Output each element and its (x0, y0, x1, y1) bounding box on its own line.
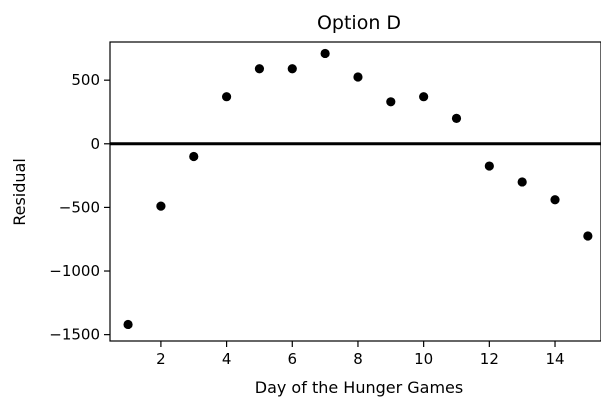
y-tick-label: −1500 (49, 326, 100, 344)
data-point (123, 319, 133, 330)
y-tick-label: −500 (59, 198, 100, 216)
y-tick-label: 0 (90, 135, 100, 153)
chart-title: Option D (317, 12, 401, 34)
y-axis-ticks: 500 0 −500 −1000 −1500 (49, 71, 110, 344)
x-tick-label: 8 (353, 350, 363, 368)
x-tick-label: 14 (545, 350, 564, 368)
data-point (550, 195, 560, 205)
data-point (353, 72, 363, 82)
x-axis-ticks: 2 4 6 8 10 12 14 (156, 341, 565, 368)
x-tick-label: 2 (156, 350, 166, 368)
x-tick-label: 12 (480, 350, 499, 368)
x-tick-label: 4 (222, 350, 232, 368)
data-point (419, 92, 429, 102)
data-point (484, 161, 494, 171)
data-point (254, 64, 265, 74)
y-tick-label: 500 (71, 71, 100, 89)
data-point (451, 113, 462, 123)
data-point (320, 48, 330, 59)
x-axis-label: Day of the Hunger Games (255, 378, 463, 397)
x-tick-label: 10 (414, 350, 433, 368)
data-points (123, 48, 593, 330)
y-tick-label: −1000 (49, 262, 100, 280)
data-point (189, 151, 199, 162)
data-point (221, 92, 232, 102)
y-axis-label: Residual (10, 158, 29, 226)
plot-frame (109, 41, 601, 342)
data-point (386, 97, 396, 107)
data-point (287, 64, 297, 74)
data-point (583, 231, 593, 241)
x-tick-label: 6 (288, 350, 298, 368)
data-point (156, 201, 166, 211)
data-point (517, 177, 527, 187)
